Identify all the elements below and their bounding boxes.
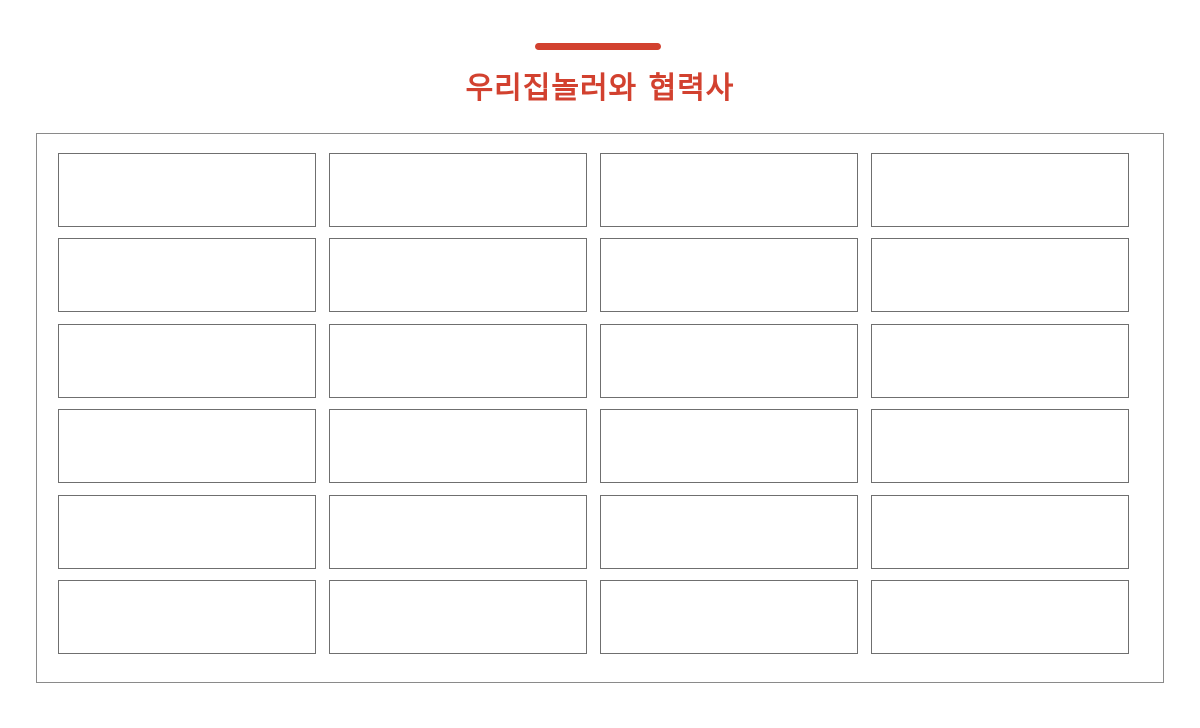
partner-logo-slot[interactable]	[58, 238, 316, 313]
partner-logo-slot[interactable]	[58, 494, 316, 569]
partner-logo-slot[interactable]	[600, 409, 858, 484]
partner-logo-slot[interactable]	[58, 579, 316, 654]
partner-logo-slot[interactable]	[871, 579, 1129, 654]
partner-logo-slot[interactable]	[600, 494, 858, 569]
partner-logo-slot[interactable]	[329, 494, 587, 569]
partner-logo-slot[interactable]	[871, 409, 1129, 484]
partner-logo-slot[interactable]	[600, 323, 858, 398]
partner-logo-slot[interactable]	[871, 494, 1129, 569]
partner-logo-slot[interactable]	[58, 153, 316, 227]
partner-logo-slot[interactable]	[871, 153, 1129, 227]
partner-logo-slot[interactable]	[58, 323, 316, 398]
partner-logo-slot[interactable]	[329, 409, 587, 484]
title-accent-bar	[535, 43, 661, 50]
partner-logo-slot[interactable]	[329, 579, 587, 654]
partner-logo-slot[interactable]	[58, 409, 316, 484]
partner-logo-slot[interactable]	[329, 323, 587, 398]
partner-logo-slot[interactable]	[600, 153, 858, 227]
partner-logo-slot[interactable]	[871, 323, 1129, 398]
partner-logo-slot[interactable]	[871, 238, 1129, 313]
partner-panel	[36, 133, 1164, 683]
partner-logo-grid	[58, 153, 1129, 654]
partner-logo-slot[interactable]	[600, 238, 858, 313]
partner-logo-slot[interactable]	[329, 153, 587, 227]
page-title: 우리집놀러와 협력사	[465, 71, 735, 106]
partner-logo-slot[interactable]	[600, 579, 858, 654]
partner-logo-slot[interactable]	[329, 238, 587, 313]
